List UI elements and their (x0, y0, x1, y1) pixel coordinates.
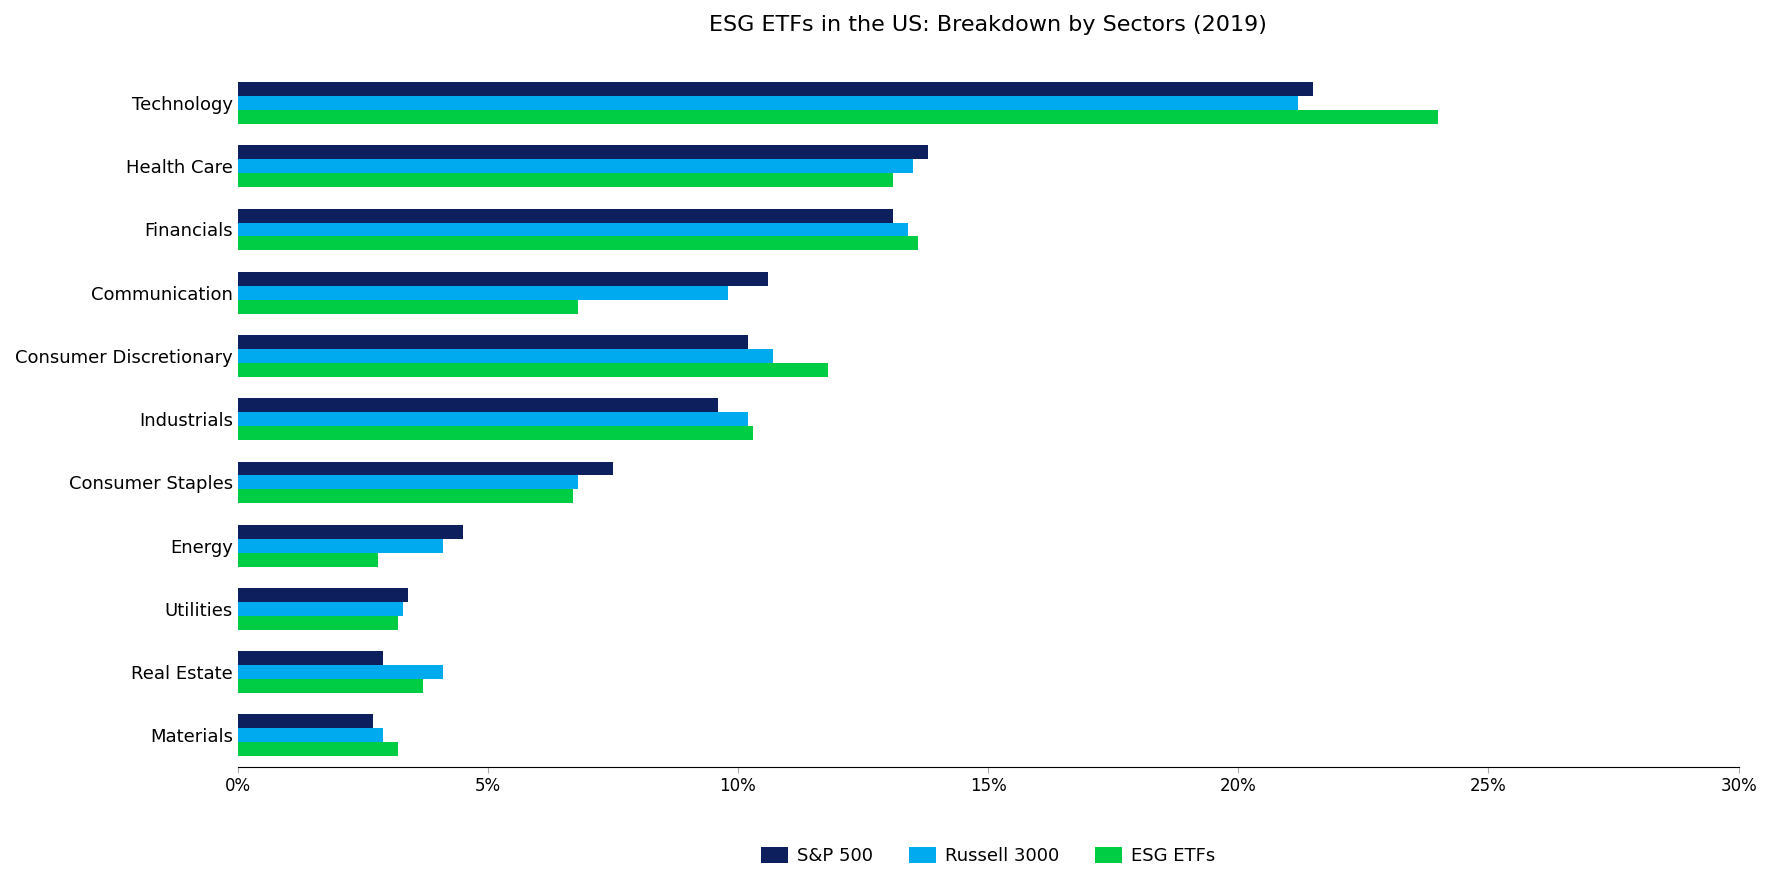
Bar (237, 398, 718, 412)
Title: ESG ETFs in the US: Breakdown by Sectors (2019): ESG ETFs in the US: Breakdown by Sectors… (709, 15, 1267, 35)
Bar (237, 236, 918, 250)
Bar (237, 272, 767, 286)
Bar (237, 525, 462, 539)
Bar (237, 743, 397, 756)
Bar (237, 110, 1439, 124)
Bar (237, 209, 893, 222)
Bar (237, 82, 1313, 96)
Bar (237, 475, 578, 489)
Bar (237, 159, 913, 173)
Bar (237, 363, 828, 377)
Bar (237, 552, 377, 566)
Bar (237, 286, 728, 300)
Bar (237, 616, 397, 630)
Bar (237, 300, 578, 313)
Bar (237, 462, 613, 475)
Bar (237, 335, 748, 349)
Bar (237, 222, 907, 236)
Bar (237, 714, 372, 728)
Bar (237, 96, 1299, 110)
Bar (237, 145, 929, 159)
Bar (237, 728, 383, 743)
Bar (237, 539, 443, 552)
Bar (237, 602, 402, 616)
Legend: S&P 500, Russell 3000, ESG ETFs: S&P 500, Russell 3000, ESG ETFs (753, 840, 1223, 873)
Bar (237, 489, 572, 504)
Bar (237, 651, 383, 666)
Bar (237, 666, 443, 679)
Bar (237, 427, 753, 440)
Bar (237, 588, 408, 602)
Bar (237, 679, 424, 693)
Bar (237, 173, 893, 187)
Bar (237, 349, 773, 363)
Bar (237, 412, 748, 427)
